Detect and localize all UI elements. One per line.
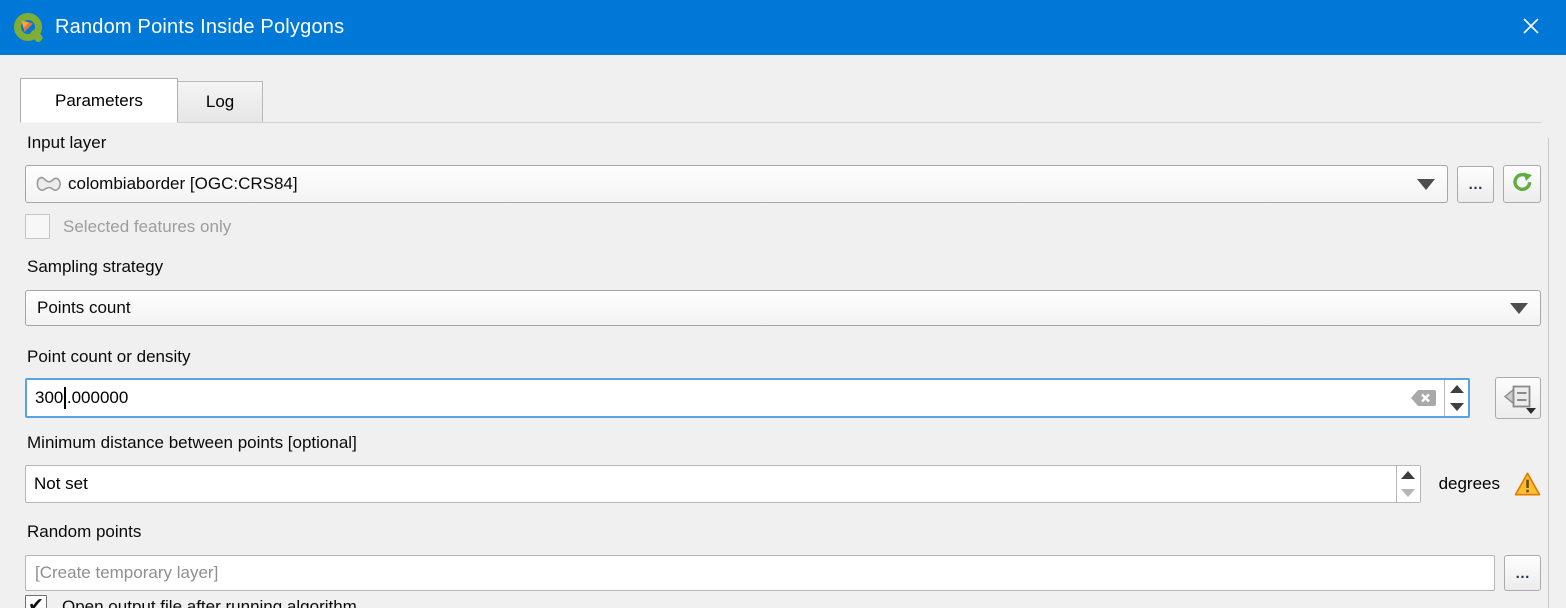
dialog-content: Parameters Log Input layer colombiaborde…: [0, 78, 1566, 608]
window-title: Random Points Inside Polygons: [55, 16, 345, 38]
min-distance-value: Not set: [34, 474, 88, 493]
polygon-layer-icon: [34, 173, 64, 195]
random-points-output-field[interactable]: [Create temporary layer]: [25, 555, 1495, 591]
spin-up-button[interactable]: [1396, 466, 1420, 484]
qgis-logo-icon: [13, 12, 45, 44]
sampling-strategy-label: Sampling strategy: [27, 257, 164, 276]
selected-features-label: Selected features only: [63, 216, 232, 236]
unit-label: degrees: [1438, 474, 1500, 493]
iterate-button[interactable]: [1503, 165, 1541, 203]
spinbox-arrows: [1395, 466, 1420, 502]
spin-down-button[interactable]: [1445, 398, 1468, 416]
random-points-output-value: [Create temporary layer]: [35, 563, 219, 582]
tab-parameters-label: Parameters: [55, 90, 143, 110]
point-count-value: 300.000000: [35, 387, 129, 409]
input-layer-label: Input layer: [27, 133, 107, 152]
browse-ellipsis-label: …: [1515, 564, 1530, 582]
min-distance-spinbox[interactable]: Not set: [25, 465, 1421, 503]
tab-parameters[interactable]: Parameters: [20, 78, 178, 123]
point-count-spinbox[interactable]: 300.000000: [25, 378, 1470, 418]
text-caret: [64, 387, 66, 409]
chevron-down-icon: [1526, 408, 1536, 414]
chevron-down-icon: [1417, 178, 1435, 190]
selected-features-checkbox[interactable]: [25, 214, 50, 239]
clear-value-icon[interactable]: [1403, 380, 1444, 416]
open-output-checkbox[interactable]: ✔: [25, 595, 47, 608]
chevron-down-icon: [1510, 302, 1528, 314]
input-layer-value: colombiaborder [OGC:CRS84]: [68, 174, 298, 193]
iterate-over-layer-icon: [1511, 171, 1533, 197]
data-defined-override-button[interactable]: [1495, 377, 1541, 419]
scroll-area-right-border: [1548, 138, 1549, 608]
close-button[interactable]: [1508, 0, 1554, 55]
tab-log-label: Log: [205, 92, 235, 111]
sampling-strategy-combobox[interactable]: Points count: [25, 290, 1541, 326]
title-bar: Random Points Inside Polygons: [0, 0, 1566, 55]
close-icon: [1520, 15, 1542, 40]
point-count-label: Point count or density: [27, 347, 191, 366]
random-points-label: Random points: [27, 522, 142, 541]
spinbox-arrows: [1444, 380, 1468, 416]
min-distance-label: Minimum distance between points [optiona…: [27, 433, 357, 452]
open-output-label: Open output file after running algorithm: [62, 597, 357, 608]
browse-ellipsis-label: …: [1468, 175, 1483, 193]
input-layer-combobox[interactable]: colombiaborder [OGC:CRS84]: [25, 165, 1448, 203]
tab-log[interactable]: Log: [177, 81, 264, 122]
sampling-strategy-value: Points count: [37, 298, 131, 317]
checkmark-icon: ✔: [28, 595, 44, 608]
random-points-browse-button[interactable]: …: [1504, 555, 1541, 591]
tab-bar: Parameters Log: [20, 78, 1541, 123]
spin-up-button[interactable]: [1445, 380, 1468, 398]
warning-triangle-icon: [1514, 472, 1541, 496]
spin-down-button[interactable]: [1396, 484, 1420, 502]
data-defined-override-icon: [1503, 384, 1533, 413]
input-layer-browse-button[interactable]: …: [1457, 165, 1494, 203]
